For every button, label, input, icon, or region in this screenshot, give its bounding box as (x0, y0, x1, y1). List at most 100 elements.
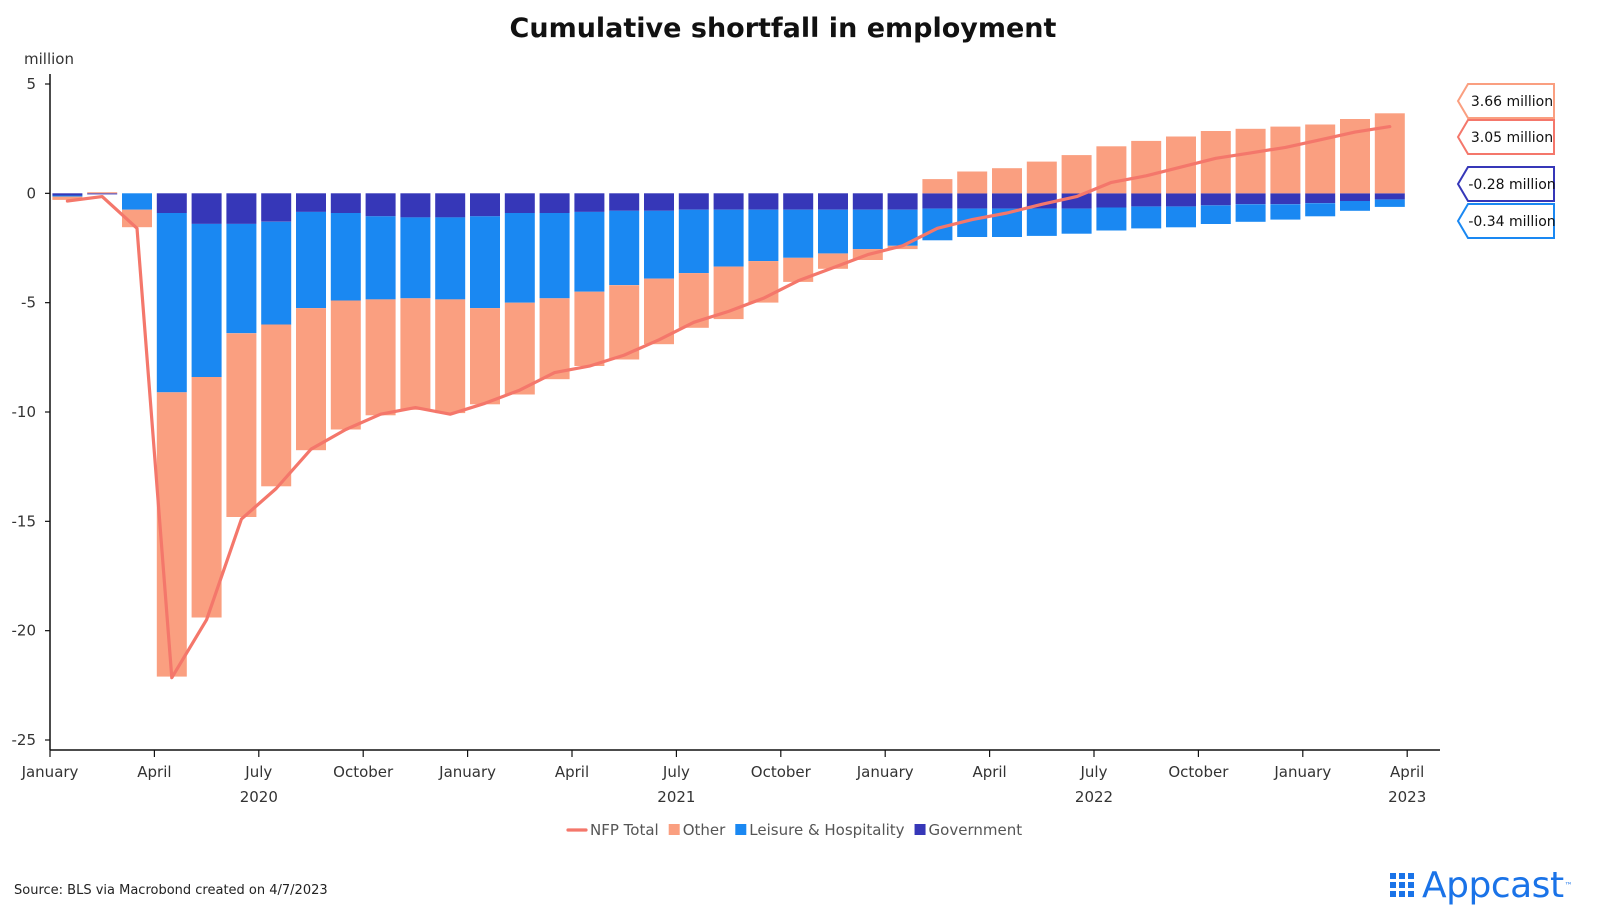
bar-other-2021-04 (574, 291, 605, 366)
legend-label-leisure-hospitality: Leisure & Hospitality (749, 821, 904, 839)
legend-swatch-other (668, 824, 680, 835)
bar-leisure-hospitality-2020-01 (52, 195, 83, 197)
bars-layer (52, 113, 1405, 677)
bar-other-2022-03 (957, 171, 988, 194)
y-tick-label--20: -20 (12, 622, 37, 640)
bar-other-2020-01 (52, 196, 83, 200)
bar-government-2021-02 (504, 193, 535, 213)
y-tick-label--15: -15 (12, 512, 37, 530)
x-year-label-2022: 2022 (1075, 788, 1113, 806)
bar-government-2021-11 (818, 193, 848, 210)
bar-other-2022-05 (1026, 161, 1057, 194)
callout-box-1 (1456, 119, 1555, 155)
bar-leisure-hospitality-2021-03 (539, 213, 570, 299)
y-tick-label-5: 5 (26, 75, 36, 93)
bar-government-2021-12 (852, 193, 883, 210)
brand-name: Appcast (1422, 864, 1564, 906)
legend-label-government: Government (929, 821, 1023, 839)
bar-leisure-hospitality-2021-06 (644, 210, 674, 279)
bar-other-2022-12 (1270, 126, 1301, 194)
bar-leisure-hospitality-2020-06 (226, 223, 257, 334)
bar-leisure-hospitality-2021-12 (852, 209, 883, 250)
x-year-label-2023: 2023 (1388, 788, 1426, 806)
x-tick-label-2021-10: October (751, 763, 812, 781)
callout-box-3 (1456, 203, 1555, 239)
bar-leisure-hospitality-2020-12 (435, 217, 466, 300)
bar-leisure-hospitality-2021-01 (470, 216, 500, 309)
legend-label-other: Other (683, 821, 726, 839)
bar-leisure-hospitality-2023-01 (1305, 203, 1336, 217)
callout-box-0 (1456, 83, 1555, 119)
x-tick-label-2021-07: July (662, 763, 690, 781)
bar-leisure-hospitality-2020-07 (261, 221, 292, 325)
bar-other-2022-08 (1131, 140, 1162, 194)
bar-leisure-hospitality-2023-03 (1374, 199, 1405, 207)
bar-other-2020-09 (330, 300, 361, 430)
bar-leisure-hospitality-2021-02 (504, 213, 535, 303)
bar-leisure-hospitality-2023-02 (1340, 201, 1370, 211)
y-tick-label-0: 0 (26, 184, 36, 202)
bar-leisure-hospitality-2022-09 (1166, 206, 1196, 228)
bar-government-2022-03 (957, 193, 988, 209)
bar-government-2020-05 (191, 193, 222, 224)
bar-government-2022-10 (1200, 193, 1231, 206)
bar-government-2022-08 (1131, 193, 1162, 207)
x-tick-label-2022-10: October (1168, 763, 1229, 781)
bar-other-2022-06 (1061, 155, 1092, 194)
bar-leisure-hospitality-2022-07 (1096, 207, 1127, 231)
bar-other-2020-05 (191, 377, 222, 618)
bar-government-2020-01 (52, 193, 83, 196)
bar-leisure-hospitality-2022-06 (1061, 208, 1092, 234)
bar-other-2022-02 (922, 179, 953, 194)
bar-government-2020-08 (296, 193, 326, 212)
x-tick-label-2022-01: January (856, 763, 914, 781)
legend-swatch-leisure-hospitality (735, 824, 747, 835)
bar-government-2022-07 (1096, 193, 1127, 208)
bar-government-2021-05 (609, 193, 640, 211)
chart-title: Cumulative shortfall in employment (510, 13, 1057, 44)
bar-government-2020-09 (330, 193, 361, 213)
bar-government-2022-02 (922, 193, 953, 209)
x-tick-label-2021-01: January (438, 763, 496, 781)
brand-trademark: ™ (1564, 880, 1573, 890)
bar-leisure-hospitality-2021-05 (609, 210, 640, 286)
bar-other-2020-12 (435, 299, 466, 414)
bar-leisure-hospitality-2021-07 (678, 209, 709, 274)
bar-other-2021-02 (504, 302, 535, 395)
bar-leisure-hospitality-2020-04 (156, 213, 187, 393)
bar-leisure-hospitality-2022-08 (1131, 206, 1162, 229)
bar-other-2020-10 (365, 299, 396, 416)
bar-government-2023-03 (1374, 193, 1405, 200)
bar-government-2023-02 (1340, 193, 1370, 201)
legend-label-nfp-total: NFP Total (590, 821, 659, 839)
x-year-label-2020: 2020 (240, 788, 278, 806)
bar-government-2022-12 (1270, 193, 1301, 205)
x-tick-label-2021-04: April (555, 763, 589, 781)
bar-leisure-hospitality-2022-10 (1200, 205, 1231, 224)
bar-government-2021-09 (748, 193, 779, 210)
x-tick-label-2023-01: January (1273, 763, 1331, 781)
bar-leisure-hospitality-2020-10 (365, 216, 396, 300)
callout-label-3: -0.34 million (1468, 214, 1555, 230)
bar-other-2020-08 (296, 308, 326, 451)
bar-other-2023-01 (1305, 124, 1336, 194)
bar-leisure-hospitality-2020-09 (330, 213, 361, 301)
bar-leisure-hospitality-2022-11 (1235, 204, 1266, 222)
bar-government-2022-04 (992, 193, 1022, 209)
bar-government-2020-10 (365, 193, 396, 217)
x-tick-label-2023-04: April (1390, 763, 1424, 781)
y-tick-label--25: -25 (12, 731, 37, 749)
callout-box-2 (1456, 166, 1555, 202)
bar-leisure-hospitality-2022-12 (1270, 204, 1301, 220)
bar-government-2021-06 (644, 193, 674, 211)
appcast-logo-icon (1390, 873, 1414, 897)
bar-other-2021-05 (609, 285, 640, 360)
bar-government-2022-01 (887, 193, 918, 210)
bar-government-2020-02 (87, 193, 118, 195)
bar-leisure-hospitality-2020-08 (296, 211, 326, 309)
bar-leisure-hospitality-2021-08 (713, 209, 744, 267)
x-tick-label-2022-07: July (1080, 763, 1108, 781)
legend: NFP Total Other Leisure & Hospitality Gover… (566, 821, 1023, 839)
bar-other-2020-07 (261, 324, 292, 487)
bar-government-2020-07 (261, 193, 292, 222)
